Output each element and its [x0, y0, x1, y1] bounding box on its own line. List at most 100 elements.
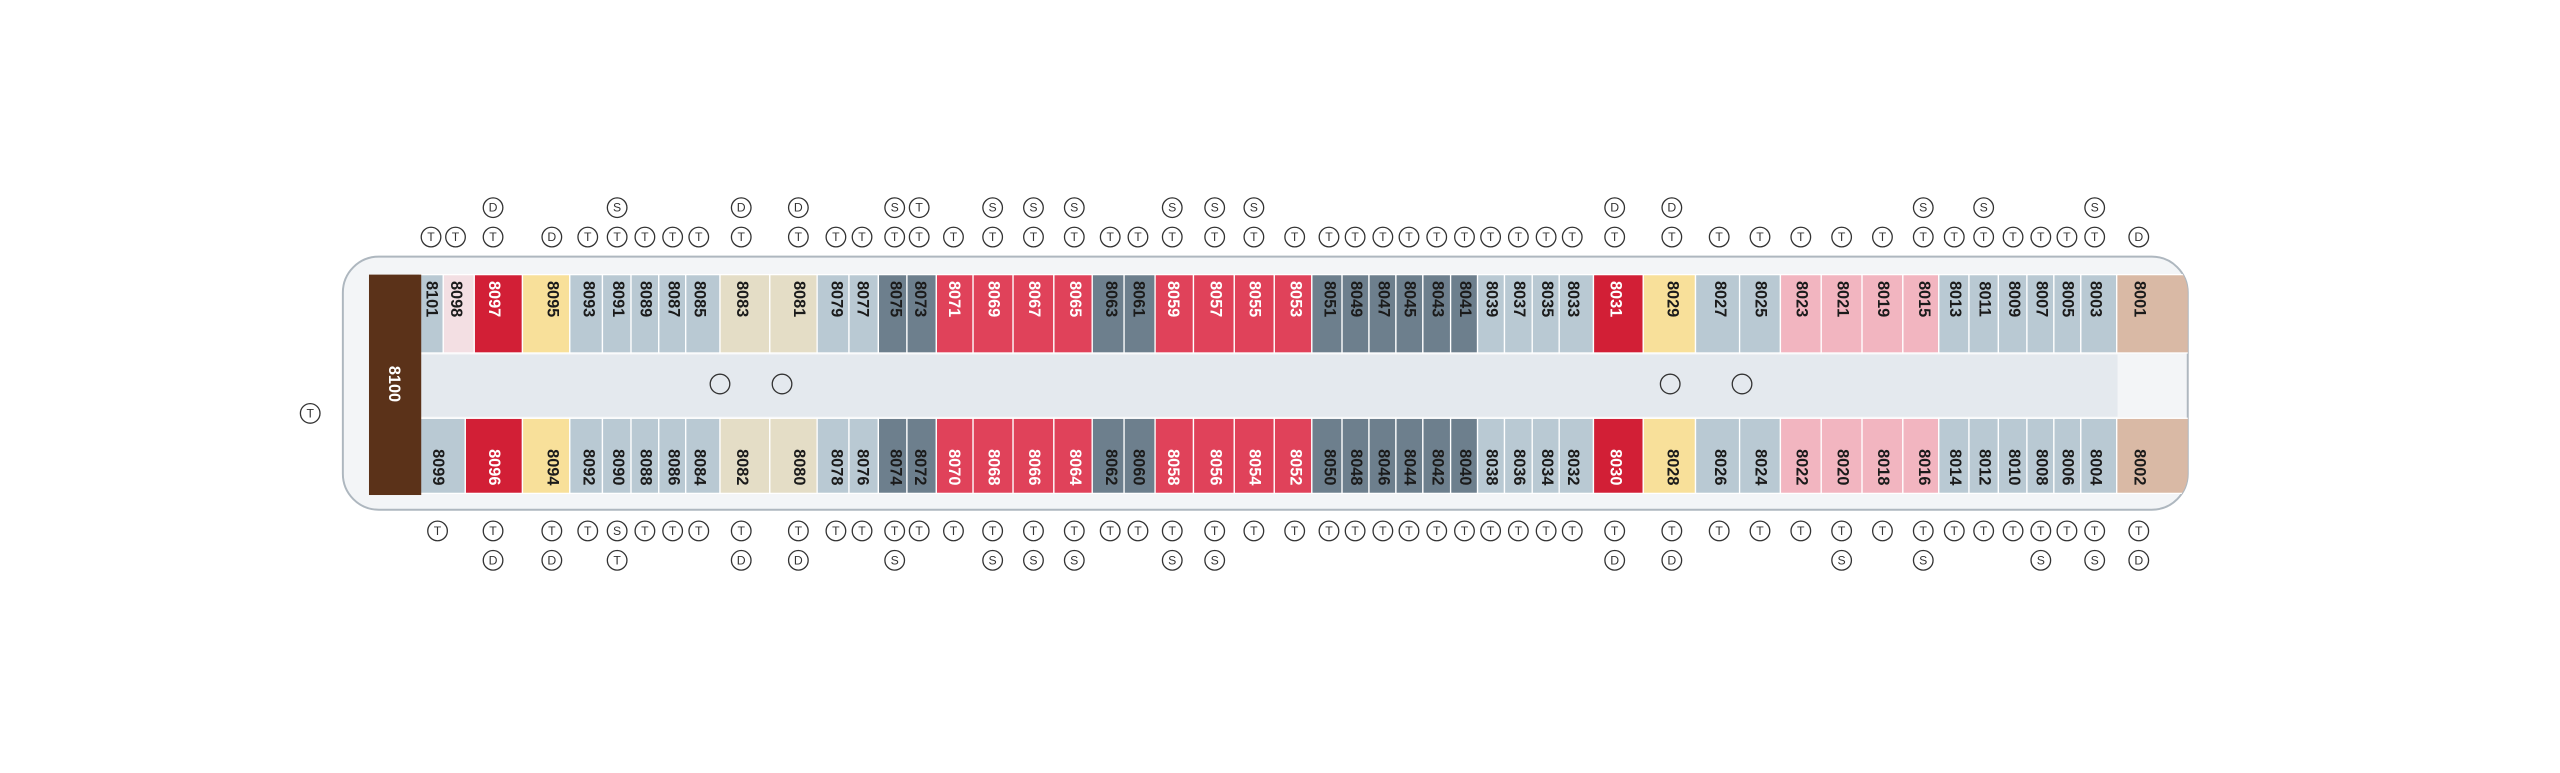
cabin: [473, 273, 524, 354]
icon-label: T: [1405, 230, 1413, 244]
cabin: [1938, 273, 1970, 354]
icon-label: T: [832, 230, 840, 244]
icon-label: S: [1838, 553, 1846, 567]
icon-circle: [982, 520, 1004, 542]
icon-label: D: [794, 201, 803, 215]
cabin-number: 8050: [1321, 449, 1339, 485]
cabin: [2116, 417, 2188, 495]
cabin-number: 8072: [911, 449, 929, 485]
icon-circle: [1604, 197, 1626, 219]
cabin: [1311, 417, 1343, 495]
cabin: [1449, 417, 1479, 495]
icon-label: T: [915, 230, 923, 244]
cabin: [1012, 417, 1055, 495]
cabin: [685, 417, 721, 495]
icon-circle: [1398, 226, 1420, 248]
cabin: [1694, 417, 1741, 495]
icon-label: T: [1325, 230, 1333, 244]
cabin-number: 8082: [733, 449, 751, 485]
cabin: [521, 417, 571, 495]
icon-circle: [1204, 520, 1226, 542]
icon-circle: [851, 520, 873, 542]
cabin-number: 8025: [1752, 281, 1770, 317]
icon-label: T: [950, 524, 958, 538]
icon-label: S: [1070, 553, 1078, 567]
icon-label: T: [434, 524, 442, 538]
icon-circle: [982, 226, 1004, 248]
cabin-number: 8089: [637, 281, 655, 317]
cabin-number: 8062: [1102, 449, 1120, 485]
cabin-number: 8037: [1510, 281, 1528, 317]
icon-label: S: [1980, 201, 1988, 215]
cabin-number: 8079: [828, 281, 846, 317]
cabin: [658, 273, 687, 354]
icon-label: T: [1569, 230, 1577, 244]
icon-label: T: [2037, 524, 2045, 538]
cabin: [935, 273, 974, 354]
icon-circle: [1831, 226, 1853, 248]
icon-label: T: [2091, 230, 2099, 244]
cabin-number: 8092: [579, 449, 597, 485]
cabin-number: 8001: [2130, 281, 2148, 317]
cabin-number: 8087: [664, 281, 682, 317]
icon-label: S: [1211, 201, 1219, 215]
cabin: [1503, 417, 1533, 495]
icon-circle: [787, 549, 809, 571]
cabin-number: 8044: [1401, 449, 1419, 485]
icon-label: T: [1351, 230, 1359, 244]
icon-label: S: [989, 201, 997, 215]
icon-label: T: [1920, 230, 1928, 244]
cabin-number: 8046: [1375, 449, 1393, 485]
icon-label: T: [795, 230, 803, 244]
cabin-number: 8040: [1456, 449, 1474, 485]
icon-label: T: [1920, 524, 1928, 538]
cabin-number: 8097: [485, 281, 503, 317]
icon-circle: [1912, 520, 1934, 542]
icon-label: S: [891, 553, 899, 567]
cabin: [569, 273, 604, 354]
icon-circle: [1872, 520, 1893, 542]
cabin-number: 8088: [637, 449, 655, 485]
cabin: [816, 417, 850, 495]
icon-label: T: [1879, 230, 1887, 244]
cabin: [972, 273, 1014, 354]
cabin: [1997, 273, 2028, 354]
icon-circle: [825, 520, 847, 542]
cabin: [1503, 273, 1533, 354]
icon-circle: [1161, 197, 1183, 219]
icon-circle: [1161, 549, 1183, 571]
icon-circle: [943, 226, 964, 248]
icon-label: D: [1667, 201, 1676, 215]
cabin: [769, 273, 818, 354]
icon-circle: [1604, 549, 1626, 571]
icon-label: D: [737, 553, 746, 567]
icon-circle: [908, 226, 930, 248]
icon-circle: [2030, 549, 2052, 571]
cabin: [1341, 273, 1370, 354]
cabin: [769, 417, 818, 495]
icon-circle: [606, 520, 628, 542]
cabin: [1123, 273, 1156, 354]
icon-circle: [1099, 520, 1121, 542]
cabin-number: 8070: [945, 449, 963, 485]
icon-label: T: [1756, 524, 1764, 538]
cabin-number: 8054: [1246, 449, 1264, 485]
icon-circle: [1912, 226, 1934, 248]
cabin-number: 8035: [1538, 281, 1556, 317]
icon-label: S: [2091, 553, 2099, 567]
icon-circle: [482, 197, 504, 219]
cabin: [2116, 273, 2188, 354]
icon-label: T: [489, 524, 497, 538]
icon-label: T: [584, 524, 592, 538]
cabin: [1154, 417, 1195, 495]
icon-label: T: [1169, 230, 1177, 244]
icon-circle: [1943, 520, 1965, 542]
cabin: [1902, 417, 1940, 495]
icon-circle: [2056, 226, 2078, 248]
cabin-number: 8006: [2059, 449, 2077, 485]
icon-circle: [1161, 520, 1183, 542]
cabin-number: 8057: [1206, 281, 1224, 317]
icon-label: S: [1211, 553, 1219, 567]
cabin-number: 8015: [1915, 281, 1933, 317]
cabin: [1558, 273, 1595, 354]
